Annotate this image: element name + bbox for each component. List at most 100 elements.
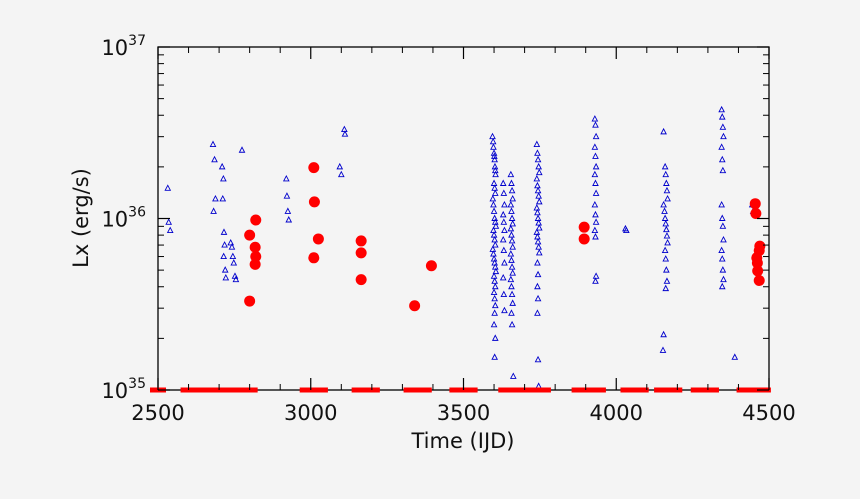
data-point-circle (312, 233, 324, 245)
data-point-triangle (507, 250, 515, 257)
data-point-triangle (661, 246, 669, 254)
data-point-triangle (660, 200, 667, 208)
x-tick-label: 2500 (131, 401, 184, 425)
data-point-floor-marker (461, 387, 478, 393)
data-point-triangle (221, 241, 228, 248)
x-tick-label: 4000 (590, 401, 643, 425)
data-point-triangle (508, 207, 515, 214)
data-point-triangle (508, 282, 515, 290)
data-point-triangle (660, 330, 667, 338)
data-point-circle (425, 260, 437, 272)
data-point-triangle (535, 224, 543, 231)
data-point-triangle (508, 179, 515, 186)
data-point-triangle (508, 290, 516, 298)
data-point-circle (308, 162, 320, 174)
data-point-triangle (490, 207, 498, 214)
data-point-triangle (491, 334, 499, 341)
data-point-triangle (499, 210, 507, 218)
data-point-triangle (731, 353, 739, 360)
data-point-triangle (507, 200, 515, 208)
data-point-triangle (500, 218, 508, 225)
data-point-triangle (212, 194, 219, 202)
data-point-triangle (534, 237, 542, 245)
data-point-circle (750, 207, 762, 219)
data-point-triangle (622, 226, 630, 234)
series-1-circle (244, 162, 766, 312)
data-point-triangle (282, 175, 290, 182)
data-point-triangle (491, 235, 499, 243)
data-point-triangle (501, 306, 508, 314)
data-point-circle (409, 300, 421, 312)
data-point-triangle (491, 155, 499, 163)
data-point-triangle (490, 231, 498, 238)
data-point-floor-marker (311, 387, 328, 393)
data-point-triangle (492, 170, 499, 178)
data-point-triangle (535, 219, 542, 226)
data-point-triangle (592, 179, 599, 186)
data-point-triangle (210, 207, 217, 214)
data-point-triangle (719, 222, 727, 229)
data-point-triangle (535, 243, 542, 250)
data-point-triangle (500, 189, 508, 196)
data-point-circle (753, 274, 765, 286)
data-point-triangle (534, 149, 541, 156)
axis-ticks: 2500 3000 3500 4000 4500 1035 1036 1037 (101, 33, 795, 425)
data-point-triangle (490, 288, 498, 296)
data-point-triangle (592, 233, 599, 240)
data-point-triangle (500, 246, 508, 254)
data-point-triangle (534, 181, 541, 189)
data-point-triangle (592, 152, 599, 159)
data-point-triangle (220, 252, 228, 259)
data-point-circle (244, 295, 256, 307)
data-point-triangle (509, 219, 517, 227)
data-point-circle (578, 233, 590, 245)
data-point-triangle (285, 216, 293, 223)
data-point-triangle (232, 275, 240, 283)
data-point-triangle (509, 243, 517, 250)
data-point-triangle (490, 179, 498, 186)
data-point-triangle (534, 309, 541, 316)
data-point-triangle (534, 208, 541, 216)
x-tick-label: 3000 (284, 401, 337, 425)
data-point-triangle (718, 214, 726, 221)
data-point-triangle (491, 294, 499, 302)
x-tick-label: 4500 (742, 401, 795, 425)
data-point-floor-marker (204, 387, 221, 393)
data-point-floor-marker (666, 387, 683, 393)
data-point-triangle (491, 277, 499, 284)
data-point-triangle (284, 207, 292, 214)
data-point-triangle (535, 192, 542, 199)
data-point-triangle (535, 168, 543, 176)
data-point-triangle (720, 275, 727, 283)
data-point-triangle (591, 170, 599, 178)
data-point-triangle (491, 184, 499, 191)
data-point-circle (749, 198, 761, 210)
data-point-triangle (222, 273, 230, 281)
y-tick-label: 1036 (101, 205, 146, 232)
data-point-triangle (592, 132, 600, 140)
data-point-triangle (283, 192, 291, 199)
data-point-triangle (591, 226, 599, 234)
data-point-triangle (662, 284, 670, 292)
data-point-triangle (489, 137, 497, 145)
data-point-triangle (533, 140, 541, 147)
data-point-triangle (499, 273, 507, 281)
data-point-triangle (508, 231, 515, 238)
data-point-triangle (209, 140, 217, 147)
data-point-triangle (718, 143, 725, 150)
data-point-triangle (491, 353, 499, 360)
data-point-triangle (508, 309, 515, 316)
data-point-triangle (662, 219, 670, 227)
data-point-floor-marker (702, 387, 719, 393)
data-point-triangle (719, 266, 727, 273)
data-point-triangle (211, 155, 218, 163)
data-point-triangle (490, 143, 497, 150)
data-point-triangle (534, 294, 542, 302)
data-point-triangle (164, 184, 172, 191)
data-point-triangle (489, 194, 497, 202)
data-marks (150, 105, 771, 393)
data-point-triangle (592, 218, 600, 225)
data-point-triangle (500, 290, 508, 298)
data-point-triangle (218, 162, 226, 170)
data-point-triangle (664, 194, 671, 202)
